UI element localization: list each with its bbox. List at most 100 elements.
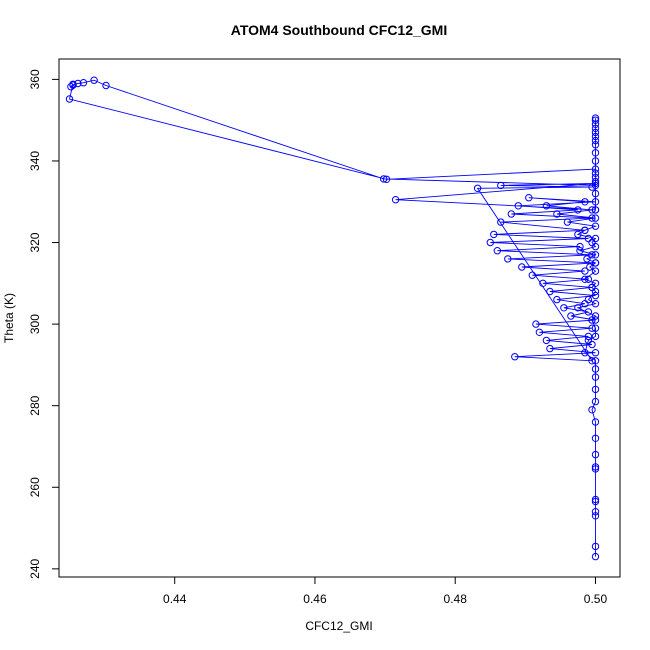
data-point	[581, 226, 589, 235]
x-tick-label: 0.44	[163, 592, 187, 606]
data-point	[542, 202, 551, 210]
data-point	[504, 255, 512, 263]
y-tick-label: 240	[28, 559, 42, 579]
data-point	[567, 312, 575, 320]
data-point	[591, 542, 600, 551]
data-point	[591, 450, 600, 459]
data-point	[591, 128, 600, 137]
data-point	[588, 406, 596, 414]
data-point	[591, 132, 600, 141]
data-point	[90, 76, 98, 84]
chart-title: ATOM4 Southbound CFC12_GMI	[231, 22, 447, 38]
data-point	[553, 210, 561, 218]
data-point	[584, 234, 593, 243]
data-point	[382, 175, 391, 184]
data-point	[493, 247, 501, 255]
data-point	[542, 336, 551, 345]
data-point	[65, 95, 74, 103]
data-point	[576, 242, 584, 251]
data-point	[591, 312, 600, 320]
x-axis: 0.44 0.46 0.48 0.50	[163, 577, 607, 606]
data-point	[546, 344, 554, 353]
plot-frame	[58, 58, 621, 578]
data-point	[591, 508, 600, 516]
data-point	[583, 255, 591, 263]
data-point	[588, 206, 596, 214]
data-point	[511, 353, 519, 361]
data-point	[591, 165, 600, 173]
data-point	[591, 332, 600, 341]
data-point	[591, 465, 600, 473]
data-point	[79, 79, 88, 87]
data-point	[574, 230, 582, 239]
data-point	[490, 230, 498, 239]
data-point	[591, 552, 600, 561]
data-point	[588, 357, 596, 365]
data-point	[591, 357, 600, 365]
data-point	[391, 196, 400, 204]
data-point	[546, 287, 554, 296]
data-point	[591, 189, 600, 198]
data-point	[591, 251, 600, 259]
data-point	[591, 434, 600, 442]
y-tick-label: 300	[28, 314, 42, 334]
data-point	[102, 81, 110, 90]
data-point	[591, 397, 600, 406]
x-tick-label: 0.46	[303, 592, 327, 606]
y-tick-label: 340	[28, 151, 42, 171]
data-point	[518, 263, 526, 271]
data-point	[588, 214, 596, 222]
data-point	[591, 291, 600, 300]
data-point	[588, 324, 596, 332]
data-point	[591, 206, 600, 214]
data-point	[591, 136, 600, 145]
data-point	[486, 238, 494, 247]
data-point	[591, 181, 600, 190]
data-point	[591, 373, 600, 381]
data-point	[591, 497, 600, 506]
data-point	[591, 349, 600, 357]
data-point	[581, 349, 589, 357]
x-tick-label: 0.48	[444, 592, 468, 606]
data-point	[591, 324, 600, 332]
data-point	[532, 320, 540, 328]
data-point	[591, 512, 600, 520]
data-point	[67, 83, 75, 91]
data-point	[574, 206, 582, 214]
data-point	[591, 300, 600, 308]
data-point	[581, 300, 589, 308]
data-point	[591, 495, 600, 504]
data-point	[584, 332, 593, 341]
data-point	[591, 267, 600, 275]
series-layer	[65, 76, 600, 561]
data-point	[591, 259, 600, 267]
data-point	[591, 198, 600, 206]
y-axis: 240 260 280 300 320 340 360	[28, 69, 59, 579]
data-point	[528, 271, 536, 279]
y-tick-label: 260	[28, 477, 42, 497]
data-point	[586, 263, 594, 271]
data-point	[563, 218, 572, 226]
x-axis-label: CFC12_GMI	[305, 619, 372, 633]
data-point	[535, 328, 544, 336]
data-point	[591, 214, 600, 222]
data-point	[584, 336, 593, 345]
y-tick-label: 320	[28, 232, 42, 252]
data-point	[591, 177, 600, 186]
data-point	[539, 279, 547, 287]
data-point	[581, 198, 589, 206]
data-point	[69, 80, 77, 89]
data-point	[525, 194, 533, 202]
data-point	[591, 157, 600, 165]
data-point	[507, 210, 515, 218]
data-point	[588, 283, 596, 292]
data-point	[591, 418, 600, 426]
data-point	[497, 218, 505, 226]
data-point	[553, 295, 561, 304]
y-tick-label: 360	[28, 69, 42, 89]
data-point	[74, 79, 82, 88]
data-point	[591, 365, 600, 373]
data-point	[588, 251, 596, 259]
data-point	[591, 222, 600, 230]
